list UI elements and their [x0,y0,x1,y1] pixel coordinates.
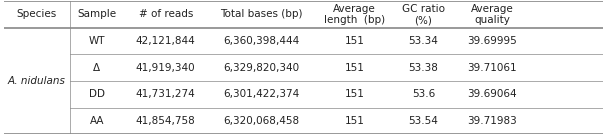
Text: Sample: Sample [77,9,117,19]
Text: 39.69064: 39.69064 [467,89,517,99]
Text: 39.69995: 39.69995 [467,36,517,46]
Text: 42,121,844: 42,121,844 [136,36,196,46]
Text: 6,360,398,444: 6,360,398,444 [223,36,300,46]
Text: AA: AA [89,116,104,126]
Text: # of reads: # of reads [138,9,193,19]
Text: 6,301,422,374: 6,301,422,374 [223,89,300,99]
Text: 41,854,758: 41,854,758 [136,116,196,126]
Text: 6,320,068,458: 6,320,068,458 [223,116,300,126]
Text: 151: 151 [345,89,364,99]
Text: 41,731,274: 41,731,274 [136,89,196,99]
Text: 41,919,340: 41,919,340 [136,63,196,73]
Text: A. nidulans: A. nidulans [8,76,66,86]
Text: 53.6: 53.6 [412,89,435,99]
Text: 6,329,820,340: 6,329,820,340 [223,63,300,73]
Text: DD: DD [89,89,105,99]
Text: Total bases (bp): Total bases (bp) [220,9,303,19]
Text: Species: Species [17,9,57,19]
Text: 39.71061: 39.71061 [467,63,517,73]
Text: Δ: Δ [93,63,100,73]
Text: 53.34: 53.34 [408,36,439,46]
Text: 151: 151 [345,36,364,46]
Text: Average
quality: Average quality [471,4,514,25]
Text: 53.54: 53.54 [408,116,439,126]
Text: Average
length  (bp): Average length (bp) [324,4,385,25]
Text: GC ratio
(%): GC ratio (%) [402,4,445,25]
Text: WT: WT [89,36,105,46]
Text: 53.38: 53.38 [408,63,439,73]
Text: 151: 151 [345,116,364,126]
Text: 151: 151 [345,63,364,73]
Text: 39.71983: 39.71983 [467,116,517,126]
